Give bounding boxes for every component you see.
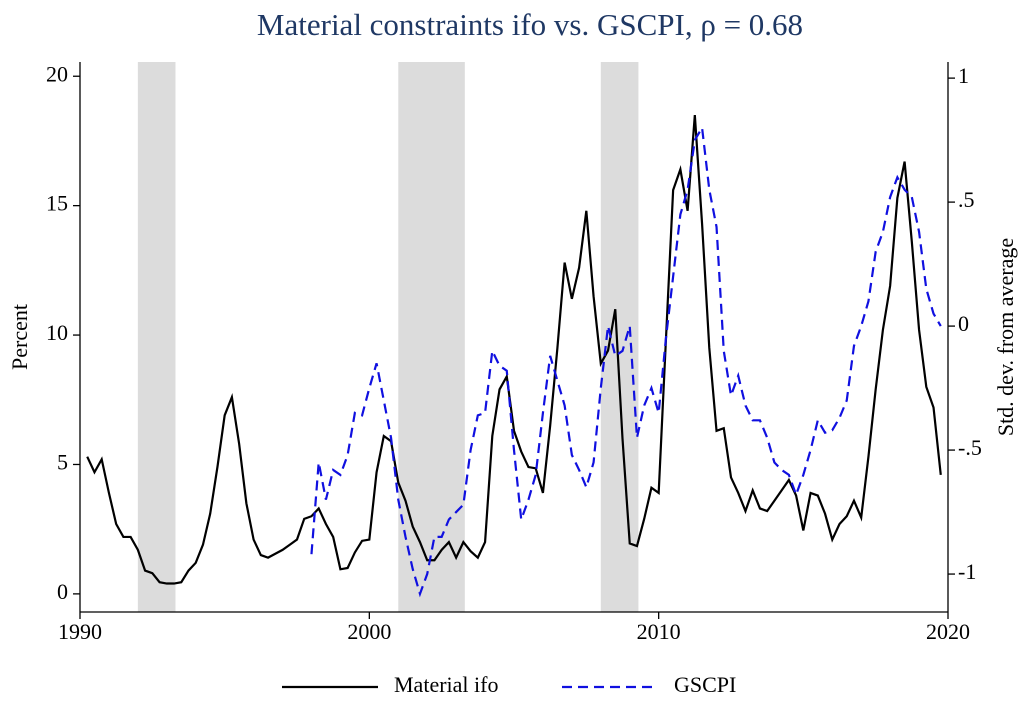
y2-tick-label: -.5	[958, 435, 982, 460]
x-tick-label: 1990	[58, 619, 102, 644]
y2-tick-label: -1	[958, 559, 976, 584]
y2-tick-label: .5	[958, 187, 975, 212]
y2-tick-label: 0	[958, 311, 969, 336]
y-tick-label: 5	[57, 450, 68, 475]
chart-title: Material constraints ifo vs. GSCPI, ρ = …	[257, 7, 803, 42]
y-tick-label: 15	[46, 191, 68, 216]
y-tick-label: 0	[57, 579, 68, 604]
recession-band	[137, 62, 176, 612]
legend-label: GSCPI	[674, 672, 736, 697]
series-line	[310, 124, 942, 598]
x-tick-label: 2020	[926, 619, 970, 644]
x-tick-label: 2010	[637, 619, 681, 644]
recession-band	[398, 62, 465, 612]
y-axis-label: Percent	[7, 304, 32, 370]
y2-tick-label: 1	[958, 63, 969, 88]
y2-axis-label: Std. dev. from average	[993, 238, 1018, 436]
x-tick-label: 2000	[347, 619, 391, 644]
series-line	[86, 114, 942, 585]
y-tick-label: 10	[46, 320, 68, 345]
y-tick-label: 20	[46, 61, 68, 86]
legend-label: Material ifo	[394, 672, 498, 697]
